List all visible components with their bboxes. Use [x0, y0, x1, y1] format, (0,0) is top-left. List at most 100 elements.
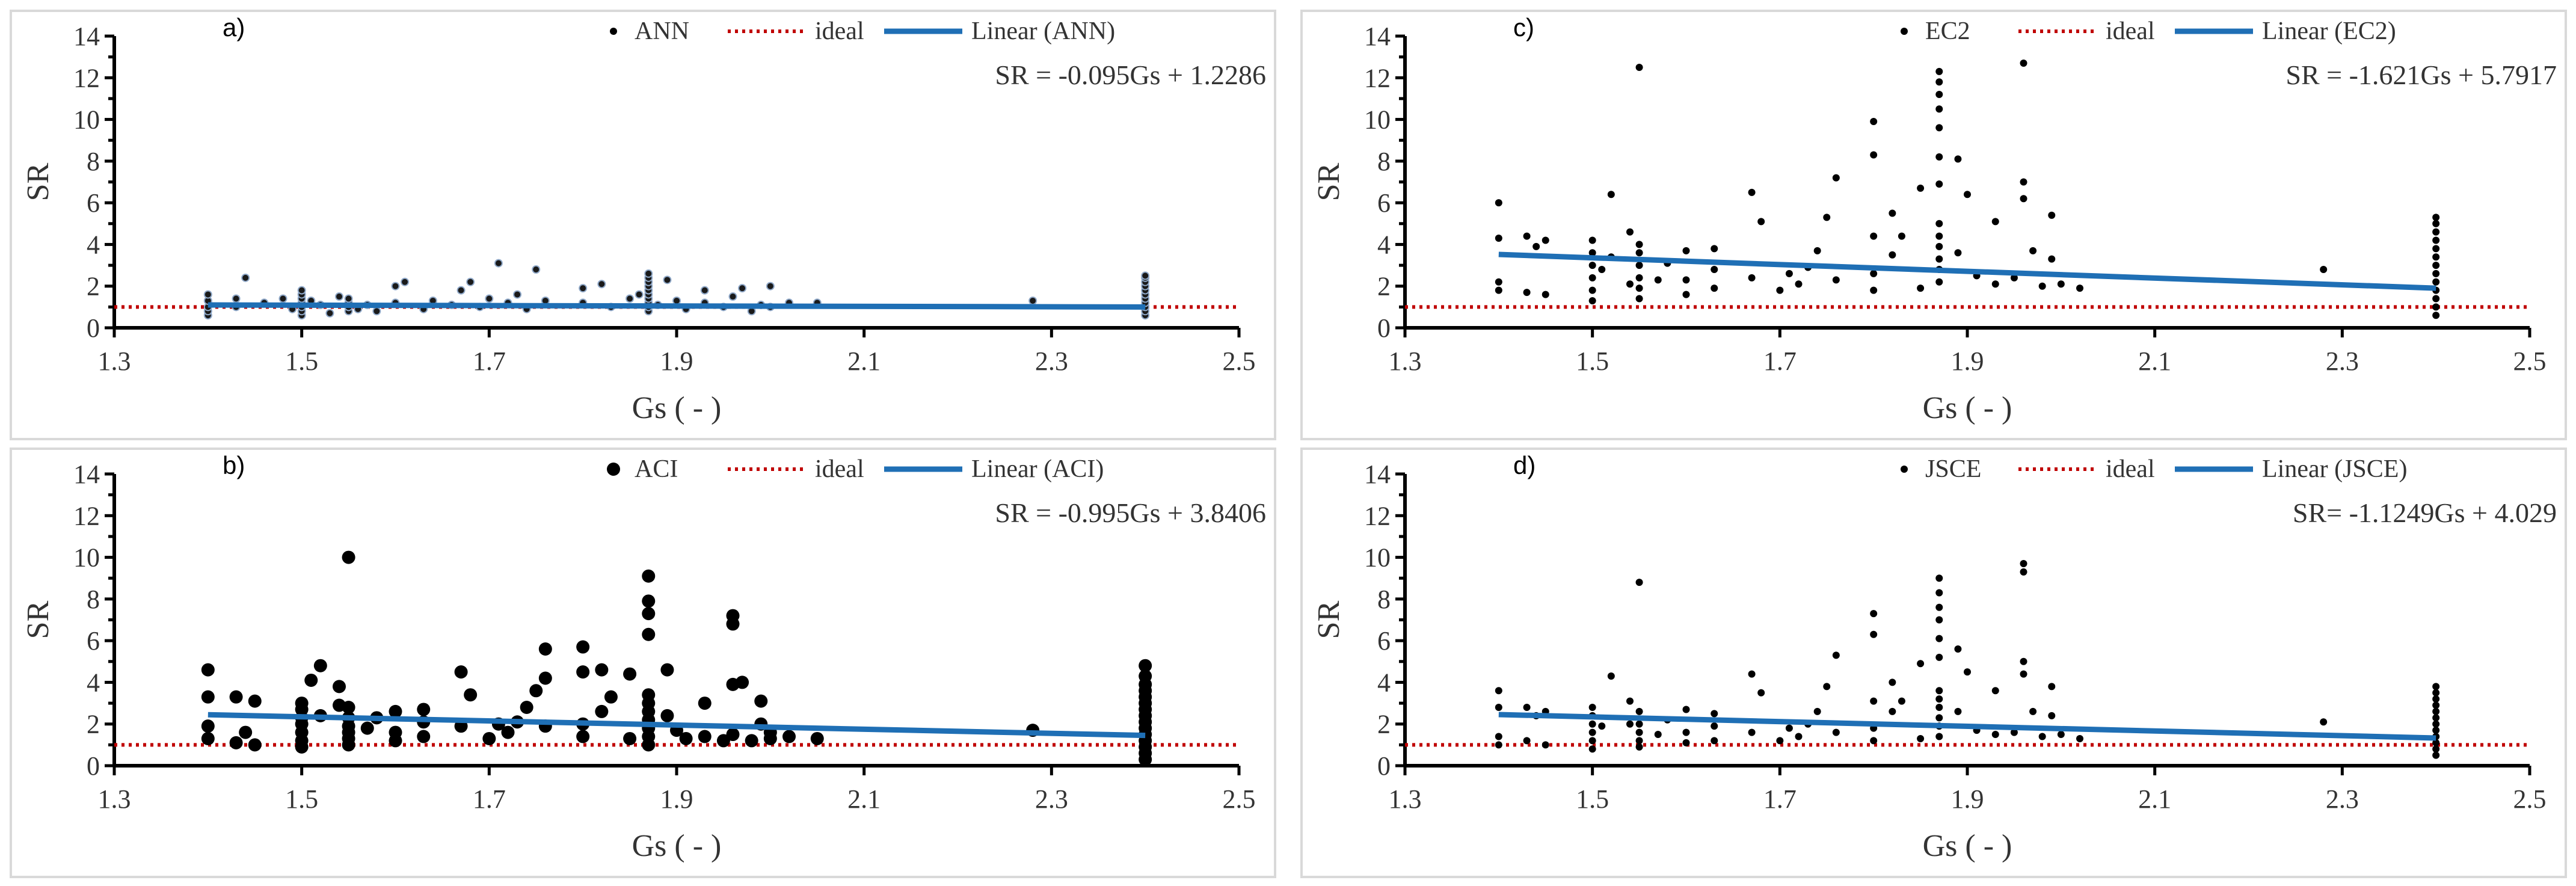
data-point	[1654, 276, 1662, 284]
x-tick-label: 2.1	[847, 784, 881, 814]
data-point	[576, 730, 590, 743]
data-point	[2432, 701, 2440, 709]
data-point	[1935, 242, 1943, 250]
data-point	[1795, 733, 1803, 740]
data-point	[1139, 659, 1152, 672]
data-point	[1991, 218, 1999, 226]
y-tick-label: 4	[1377, 230, 1391, 259]
data-point	[1495, 704, 1502, 711]
data-point	[1870, 737, 1878, 745]
y-tick-label: 2	[1377, 272, 1391, 301]
trend-equation: SR = -1.621Gs + 5.7917	[2286, 60, 2557, 90]
y-tick-label: 2	[1377, 710, 1391, 739]
data-point	[1626, 720, 1634, 728]
data-point	[1832, 174, 1840, 182]
data-point	[1954, 249, 1962, 257]
data-point	[1954, 645, 1962, 653]
data-point	[1870, 630, 1878, 638]
data-point	[2432, 739, 2440, 746]
data-point	[1607, 191, 1615, 198]
data-point	[1635, 728, 1643, 736]
legend-label-scatter: ACI	[635, 455, 678, 483]
data-point	[1626, 280, 1634, 288]
data-point	[595, 663, 609, 677]
data-point	[2048, 255, 2056, 263]
data-point	[297, 286, 306, 295]
chart-panel-c: 0 2 4 6 8 10 12 14 1.3 1.5 1.7 1.9 2.1 2.3 2.5 Gs ( - )…	[1300, 10, 2567, 440]
x-axis-title: Gs ( - )	[1923, 829, 2012, 863]
data-point	[595, 704, 609, 718]
data-point	[1935, 714, 1943, 722]
data-point	[1626, 228, 1634, 236]
data-point	[1542, 236, 1549, 244]
data-point	[736, 675, 749, 689]
y-tick-label: 6	[87, 626, 100, 656]
data-point	[1898, 232, 1905, 240]
x-tick-label: 2.1	[2138, 346, 2171, 376]
data-point	[201, 663, 215, 677]
data-point	[1757, 218, 1765, 226]
data-point	[1757, 689, 1765, 697]
y-axis-title: SR	[1312, 600, 1346, 639]
data-point	[604, 690, 618, 704]
data-point	[1495, 286, 1502, 294]
x-tick-label: 1.9	[1951, 346, 1984, 376]
y-tick-label: 4	[1377, 668, 1391, 697]
data-point	[1635, 63, 1643, 71]
data-point	[520, 701, 533, 714]
chart-panel-a: 0 2 4 6 8 10 12 14 1.3 1.5 1.7 1.9 2.1 2.3 2.5 Gs ( - )…	[10, 10, 1276, 440]
panel-label: b)	[223, 451, 245, 479]
legend-label-trendline: Linear (ANN)	[971, 17, 1115, 45]
x-tick-label: 2.1	[847, 346, 881, 376]
data-point	[1832, 728, 1840, 736]
data-point	[2038, 282, 2046, 290]
data-point	[1935, 603, 1943, 611]
data-point	[232, 294, 241, 303]
x-axis-title: Gs ( - )	[632, 391, 722, 425]
x-tick-label: 2.5	[2513, 784, 2547, 814]
data-point	[1991, 731, 1999, 739]
data-point	[1635, 249, 1643, 257]
data-point	[2432, 245, 2440, 253]
y-tick-label: 12	[73, 501, 100, 531]
x-axis-title: Gs ( - )	[632, 829, 722, 863]
y-tick-label: 6	[87, 188, 100, 218]
data-point	[1711, 722, 1718, 730]
data-point	[1711, 710, 1718, 718]
data-point	[745, 734, 758, 748]
data-point	[1935, 687, 1943, 695]
trend-equation: SR = -0.995Gs + 3.8406	[995, 497, 1266, 528]
data-point	[1495, 741, 1502, 749]
data-point	[466, 277, 475, 286]
x-tick-label: 1.7	[1763, 346, 1797, 376]
data-point	[1813, 247, 1821, 254]
data-point	[1626, 697, 1634, 705]
data-point	[229, 736, 243, 749]
data-point	[1889, 209, 1896, 217]
data-point	[2320, 718, 2328, 726]
data-point	[2010, 728, 2018, 736]
data-point	[2029, 707, 2037, 715]
data-point	[1935, 589, 1943, 597]
data-point	[1495, 687, 1502, 695]
data-point	[1748, 274, 1756, 281]
data-point	[626, 294, 635, 303]
data-point	[482, 731, 496, 745]
x-tick-label: 1.3	[1389, 346, 1422, 376]
x-axis-title: Gs ( - )	[1923, 391, 2012, 425]
data-point	[1917, 285, 1925, 292]
x-tick-label: 2.1	[2138, 784, 2171, 814]
data-point	[1991, 280, 1999, 288]
data-point	[782, 730, 796, 743]
data-point	[660, 709, 674, 722]
panel-label: d)	[1513, 451, 1535, 479]
data-point	[2320, 266, 2328, 273]
data-point	[579, 284, 588, 293]
chart-b: 0 2 4 6 8 10 12 14 1.3 1.5 1.7 1.9 2.1 2.3 2.5 Gs ( - )…	[21, 451, 1266, 863]
data-point	[241, 273, 250, 282]
data-point	[1139, 669, 1152, 683]
data-point	[2048, 211, 2056, 219]
data-point	[1711, 266, 1718, 273]
y-tick-label: 0	[87, 313, 100, 343]
x-tick-label: 1.3	[98, 784, 131, 814]
